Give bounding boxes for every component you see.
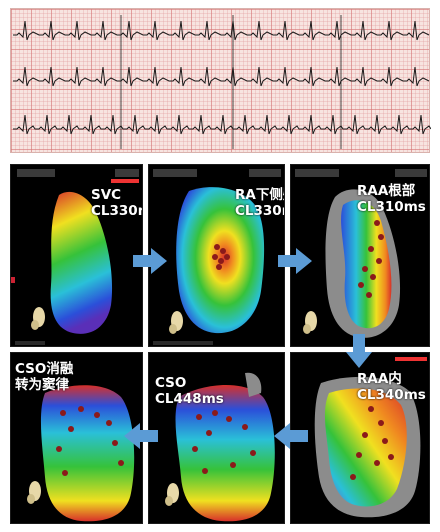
panel-site-label: CSO xyxy=(155,375,187,391)
down-arrow-icon xyxy=(346,334,372,368)
activation-map-cso xyxy=(165,372,275,522)
panel-title-raa-in: RAA内 CL340ms xyxy=(357,371,426,403)
ecg-lead-trace xyxy=(13,114,431,135)
activation-map-raa-in xyxy=(314,357,427,518)
ecg-lead-trace xyxy=(13,20,430,41)
map-panel-cso: CSO CL448ms xyxy=(148,352,285,524)
heart-orientation-icon xyxy=(27,481,41,504)
activation-map-svc xyxy=(11,169,139,345)
panel-site-label: RA下侧壁 xyxy=(235,187,284,203)
panel-title-cso: CSO CL448ms xyxy=(155,375,224,407)
left-arrow-icon xyxy=(274,423,308,449)
map-panel-cso-ablation: CSO消融 转为窦律 xyxy=(10,352,143,524)
ecg-lead-trace xyxy=(13,66,430,87)
heart-orientation-icon xyxy=(303,311,317,334)
ecg-traces xyxy=(13,15,431,149)
ecg-strip xyxy=(10,8,431,153)
panel-title-svc: SVC CL330ms xyxy=(91,187,142,219)
panel-site-label: RAA根部 xyxy=(357,183,416,199)
panel-title-cso-ablation: CSO消融 转为窦律 xyxy=(15,361,73,393)
panel-cycle-length: CL330ms xyxy=(235,203,284,219)
heart-orientation-icon xyxy=(165,483,179,506)
panel-status-label: 转为窦律 xyxy=(15,377,69,393)
activation-map-cso-ablation xyxy=(27,385,135,522)
panel-cycle-length: CL448ms xyxy=(155,391,224,407)
activation-map-raa-root xyxy=(295,169,427,338)
map-panel-raa-root: RAA根部 CL310ms xyxy=(290,164,430,347)
left-arrow-icon xyxy=(124,423,158,449)
right-arrow-icon xyxy=(133,248,167,274)
right-arrow-icon xyxy=(278,248,312,274)
panel-cycle-length: CL310ms xyxy=(357,199,426,215)
heart-orientation-icon xyxy=(169,311,183,334)
panel-title-raa-root: RAA根部 CL310ms xyxy=(357,183,426,215)
panel-site-label: CSO消融 xyxy=(15,361,74,377)
heart-orientation-icon xyxy=(31,307,45,330)
panel-site-label: RAA内 xyxy=(357,371,402,387)
panel-title-ra: RA下侧壁 CL330ms xyxy=(235,187,284,219)
map-panel-raa-in: RAA内 CL340ms xyxy=(290,352,430,524)
map-panel-svc: SVC CL330ms xyxy=(10,164,143,347)
panel-cycle-length: CL340ms xyxy=(357,387,426,403)
activation-map-ra xyxy=(153,169,281,345)
panel-site-label: SVC xyxy=(91,187,122,203)
panel-cycle-length: CL330ms xyxy=(91,203,142,219)
